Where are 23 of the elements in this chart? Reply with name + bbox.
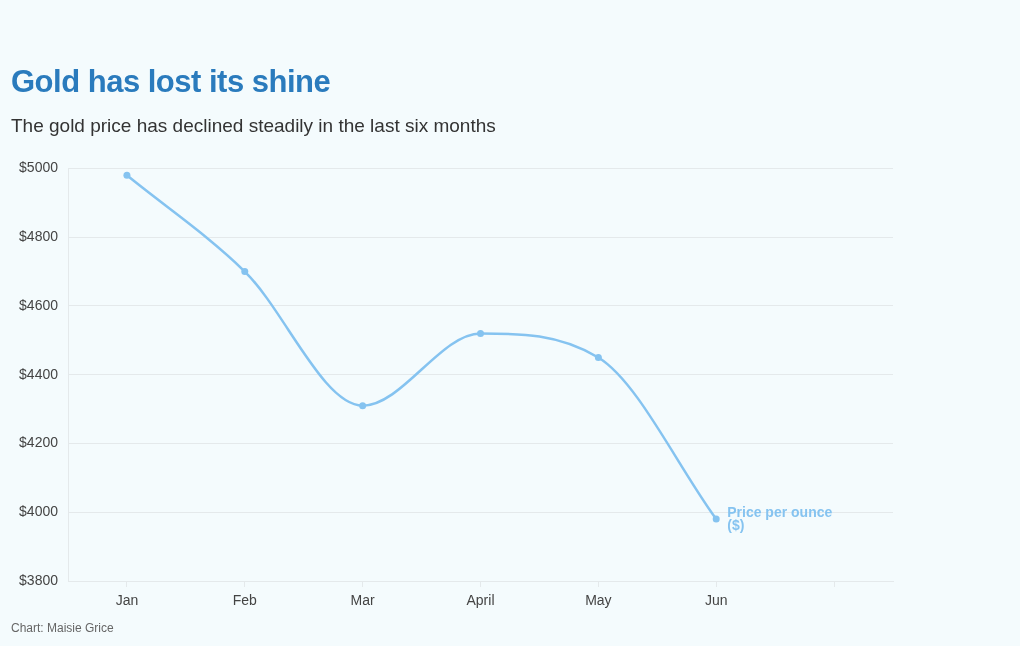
- text: Chart: Maisie Grice: [11, 621, 114, 635]
- y-tick-label: $4600: [19, 296, 59, 313]
- x-tick-label: Mar: [350, 592, 376, 609]
- point: [477, 329, 484, 337]
- y-tick-label: $4800: [19, 228, 59, 245]
- x-tick-label: May: [585, 592, 612, 609]
- x-tick-label: Feb: [232, 592, 258, 609]
- y-tick-label: $5000: [19, 159, 59, 176]
- y-tick-label: $4200: [19, 434, 59, 451]
- point: [712, 515, 720, 523]
- point: [123, 171, 131, 179]
- point: [594, 354, 602, 362]
- point: [359, 402, 367, 410]
- y-tick-label: $4000: [19, 503, 59, 520]
- x-tick-label: April: [466, 592, 495, 609]
- y-tick-label: $4400: [19, 365, 59, 382]
- chart-subtitle: The gold price has declined steadily in the last six months: [11, 115, 496, 137]
- series-label: Price per ounce ($): [727, 503, 833, 533]
- point: [241, 268, 249, 276]
- chart-title: Gold has lost its shine: [11, 64, 331, 100]
- y-tick-label: $3800: [19, 571, 59, 588]
- x-tick-label: Jan: [115, 592, 139, 609]
- x-tick-label: Jun: [704, 592, 728, 609]
